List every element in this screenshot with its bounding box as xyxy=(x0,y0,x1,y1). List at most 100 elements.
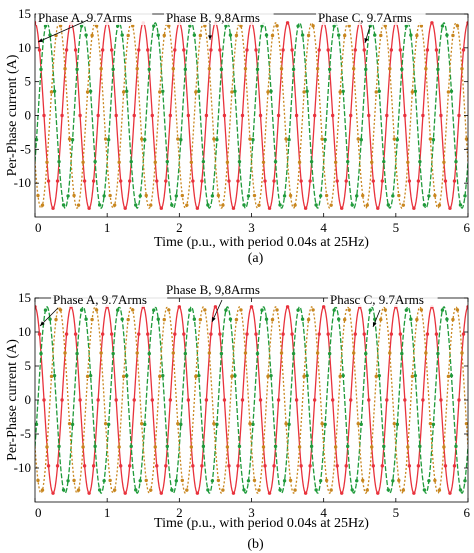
data-point xyxy=(255,67,260,72)
data-point xyxy=(374,90,378,94)
data-point xyxy=(466,21,468,25)
data-point xyxy=(42,113,46,118)
data-point xyxy=(149,488,153,492)
data-point xyxy=(249,305,254,309)
x-tick-label: 1 xyxy=(104,505,111,520)
data-point xyxy=(300,33,305,37)
data-point xyxy=(183,67,188,72)
data-point xyxy=(457,113,461,118)
data-point xyxy=(111,67,115,72)
data-point xyxy=(210,194,215,198)
data-point xyxy=(279,67,284,71)
data-point xyxy=(224,24,228,28)
data-point xyxy=(308,464,312,468)
data-point xyxy=(137,48,141,52)
data-point xyxy=(347,308,351,312)
series-markers-c xyxy=(36,308,468,492)
data-point xyxy=(260,308,264,312)
y-tick-label: 15 xyxy=(18,290,31,305)
x-tick-label: 1 xyxy=(104,220,111,235)
data-point xyxy=(416,464,421,468)
data-point xyxy=(258,398,263,402)
data-point xyxy=(102,479,106,483)
annotation-arrowhead xyxy=(212,317,216,322)
data-point xyxy=(424,67,428,71)
data-point xyxy=(236,179,240,183)
data-point xyxy=(72,478,76,483)
data-point xyxy=(352,67,356,71)
data-point xyxy=(82,179,87,183)
data-point xyxy=(457,398,461,402)
data-point xyxy=(215,138,219,142)
data-point xyxy=(155,179,159,183)
data-point xyxy=(288,193,293,198)
data-point xyxy=(422,203,427,207)
data-point xyxy=(152,308,156,312)
y-tick-label: 10 xyxy=(18,324,31,339)
data-point xyxy=(52,373,57,378)
data-point xyxy=(246,194,251,198)
data-point xyxy=(106,422,111,427)
data-point xyxy=(164,464,168,468)
data-point xyxy=(278,203,282,207)
data-point xyxy=(120,317,124,321)
data-point xyxy=(216,478,221,483)
data-point xyxy=(66,194,70,198)
data-point xyxy=(161,373,165,378)
data-point xyxy=(49,90,54,94)
data-point xyxy=(167,308,171,312)
data-point xyxy=(123,206,127,210)
data-point xyxy=(355,194,359,198)
data-point xyxy=(146,332,150,336)
data-point xyxy=(373,33,377,37)
data-point xyxy=(275,24,279,28)
data-point xyxy=(436,67,440,72)
y-axis-label: Per-Phase current (A) xyxy=(5,339,20,461)
data-point xyxy=(437,488,442,492)
data-point xyxy=(240,113,245,118)
data-point xyxy=(382,444,386,449)
data-point xyxy=(186,398,191,402)
data-point xyxy=(237,444,242,449)
data-point xyxy=(51,491,55,495)
data-point xyxy=(392,421,396,426)
data-point xyxy=(395,422,400,427)
data-point xyxy=(173,48,177,52)
data-point xyxy=(67,421,72,426)
data-point xyxy=(245,48,249,52)
data-point xyxy=(147,67,151,72)
data-point xyxy=(389,48,394,52)
data-point xyxy=(431,138,436,142)
data-point xyxy=(225,445,230,449)
data-point xyxy=(128,464,132,468)
data-point xyxy=(427,479,431,483)
data-point xyxy=(263,464,267,468)
data-point xyxy=(461,332,466,336)
data-point xyxy=(207,67,212,71)
data-point xyxy=(150,113,154,118)
data-point xyxy=(380,464,384,468)
data-point xyxy=(73,332,78,336)
data-point xyxy=(70,138,75,142)
data-point xyxy=(371,179,375,183)
data-point xyxy=(320,421,324,426)
data-point xyxy=(209,48,213,52)
data-point xyxy=(108,478,112,483)
data-point xyxy=(173,332,177,336)
data-point xyxy=(321,305,326,309)
data-point xyxy=(100,332,105,336)
data-point xyxy=(201,444,206,449)
data-point xyxy=(200,179,204,183)
data-point xyxy=(431,422,436,427)
data-point xyxy=(140,137,144,141)
data-point xyxy=(243,351,248,355)
data-point xyxy=(374,374,378,379)
data-point xyxy=(194,374,198,379)
data-point xyxy=(88,373,93,378)
data-point xyxy=(234,317,239,322)
data-point xyxy=(228,317,233,321)
series-markers-b xyxy=(35,24,468,207)
data-point xyxy=(379,317,383,322)
data-point xyxy=(305,89,309,93)
data-point xyxy=(57,159,61,164)
